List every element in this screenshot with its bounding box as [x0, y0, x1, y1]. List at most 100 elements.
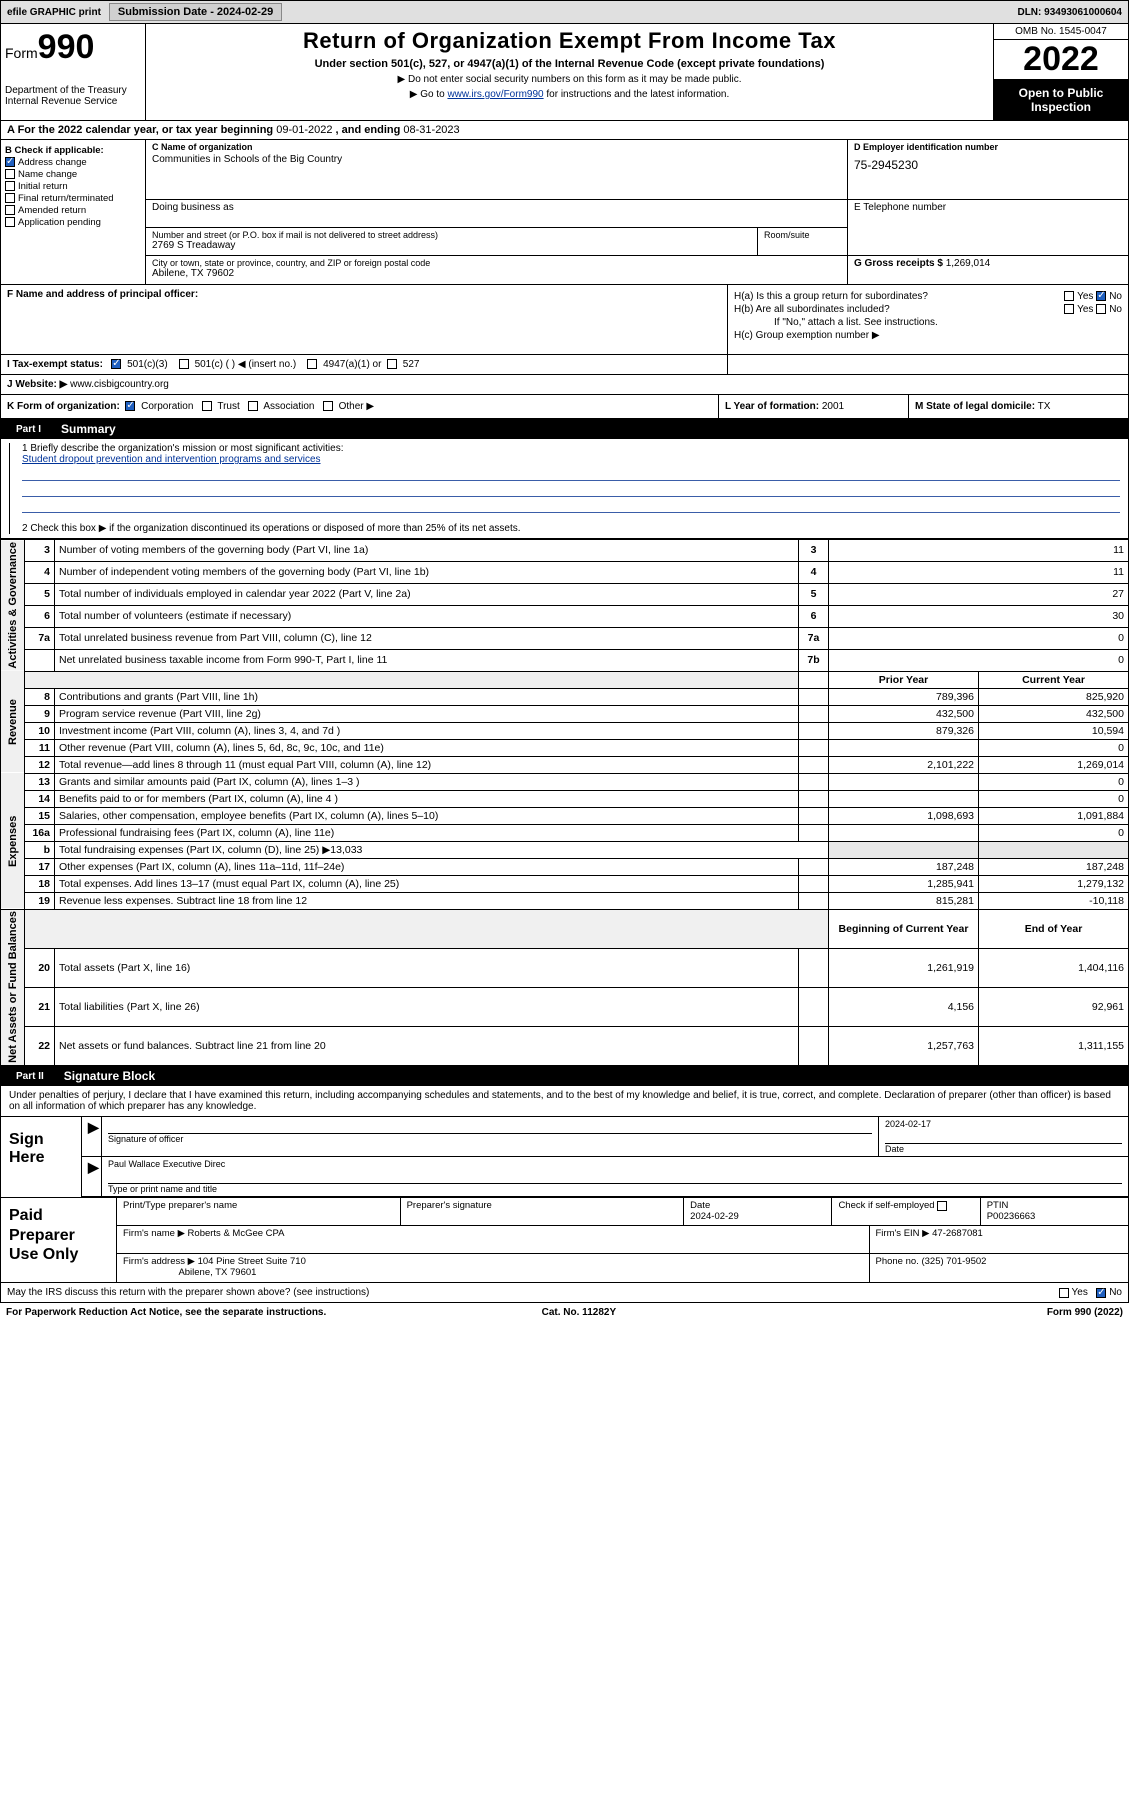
c15: 1,091,884: [979, 807, 1129, 824]
chk-501c3[interactable]: [111, 359, 121, 369]
firm-ein-cell: Firm's EIN ▶ 47-2687081: [869, 1226, 1129, 1253]
bx22: [799, 1027, 829, 1066]
part-1-title: Summary: [61, 422, 116, 436]
b6: 6: [799, 605, 829, 627]
p11: [829, 739, 979, 756]
line1-label: 1 Briefly describe the organization's mi…: [22, 443, 1120, 454]
chk-trust[interactable]: [202, 401, 212, 411]
p8: 789,396: [829, 688, 979, 705]
chk-amended-return[interactable]: [5, 205, 15, 215]
ha-yes-chk[interactable]: [1064, 291, 1074, 301]
paid-right: Print/Type preparer's name Preparer's si…: [116, 1198, 1128, 1282]
discuss-row: May the IRS discuss this return with the…: [0, 1283, 1129, 1303]
row-a-tax-year: A For the 2022 calendar year, or tax yea…: [0, 121, 1129, 140]
chk-address-change[interactable]: [5, 157, 15, 167]
n19: 19: [25, 892, 55, 909]
n8: 8: [25, 688, 55, 705]
lbl-527: 527: [403, 359, 420, 370]
chk-app-pending[interactable]: [5, 217, 15, 227]
sig-officer-label: Signature of officer: [108, 1134, 183, 1144]
discuss-yes-chk[interactable]: [1059, 1288, 1069, 1298]
n5: 5: [25, 583, 55, 605]
org-name-label: C Name of organization: [152, 142, 841, 152]
chk-other[interactable]: [323, 401, 333, 411]
chk-4947[interactable]: [307, 359, 317, 369]
paid-check-cell: Check if self-employed: [831, 1198, 979, 1225]
ptin-lbl: PTIN: [987, 1200, 1009, 1211]
p22: 1,257,763: [829, 1027, 979, 1066]
ha-no-chk[interactable]: [1096, 291, 1106, 301]
lbl-trust: Trust: [217, 401, 239, 412]
print-name-label: Print/Type preparer's name: [116, 1198, 400, 1225]
bx12: [799, 756, 829, 773]
side-governance-stub: [9, 443, 14, 534]
n16a: 16a: [25, 824, 55, 841]
chk-initial-return[interactable]: [5, 181, 15, 191]
k-label: K Form of organization:: [7, 401, 120, 412]
sig-name-title: Paul Wallace Executive Direc: [108, 1159, 1122, 1169]
side-expenses: Expenses: [1, 773, 25, 909]
n17: 17: [25, 858, 55, 875]
chk-527[interactable]: [387, 359, 397, 369]
chk-501c[interactable]: [179, 359, 189, 369]
bx21: [799, 987, 829, 1026]
irs-link[interactable]: www.irs.gov/Form990: [447, 89, 543, 100]
form-title: Return of Organization Exempt From Incom…: [150, 28, 989, 54]
line1-value[interactable]: Student dropout prevention and intervent…: [22, 454, 321, 465]
d7b: Net unrelated business taxable income fr…: [55, 649, 799, 671]
n20: 20: [25, 948, 55, 987]
section-j-website: J Website: ▶ www.cisbigcountry.org: [0, 375, 1129, 395]
l-label: L Year of formation:: [725, 401, 819, 412]
ein-cell: D Employer identification number 75-2945…: [848, 140, 1128, 200]
phone-label: E Telephone number: [854, 202, 1122, 213]
discuss-yes: Yes: [1072, 1287, 1088, 1298]
n7b-blank: [25, 649, 55, 671]
p10: 879,326: [829, 722, 979, 739]
d17: Other expenses (Part IX, column (A), lin…: [55, 858, 799, 875]
n3: 3: [25, 540, 55, 562]
side-revenue: Revenue: [1, 671, 25, 773]
d5: Total number of individuals employed in …: [55, 583, 799, 605]
firm-ein-val: 47-2687081: [932, 1228, 983, 1239]
bx18: [799, 875, 829, 892]
year-formation: L Year of formation: 2001: [718, 395, 908, 418]
chk-self-employed[interactable]: [937, 1201, 947, 1211]
v4: 11: [829, 561, 1129, 583]
submission-date-button[interactable]: Submission Date - 2024-02-29: [109, 3, 282, 21]
paid-date-cell: Date2024-02-29: [683, 1198, 831, 1225]
chk-final-return[interactable]: [5, 193, 15, 203]
col-h-group: H(a) Is this a group return for subordin…: [728, 285, 1128, 354]
d4: Number of independent voting members of …: [55, 561, 799, 583]
bx15: [799, 807, 829, 824]
p12: 2,101,222: [829, 756, 979, 773]
lbl-other: Other ▶: [339, 401, 374, 412]
blank-hdr-2: [25, 909, 829, 948]
col-c-org-info: C Name of organization Communities in Sc…: [146, 140, 848, 284]
c9: 432,500: [979, 705, 1129, 722]
b5: 5: [799, 583, 829, 605]
summary-table: Activities & Governance 3 Number of voti…: [0, 539, 1129, 1066]
d21: Total liabilities (Part X, line 26): [55, 987, 799, 1026]
d13: Grants and similar amounts paid (Part IX…: [55, 773, 799, 790]
discuss-no-chk[interactable]: [1096, 1288, 1106, 1298]
section-i: I Tax-exempt status: 501(c)(3) 501(c) ( …: [0, 355, 1129, 375]
n10: 10: [25, 722, 55, 739]
chk-name-change[interactable]: [5, 169, 15, 179]
lbl-name-change: Name change: [18, 169, 77, 180]
hb-yes-chk[interactable]: [1064, 304, 1074, 314]
chk-corp[interactable]: [125, 401, 135, 411]
hb-no-chk[interactable]: [1096, 304, 1106, 314]
d12: Total revenue—add lines 8 through 11 (mu…: [55, 756, 799, 773]
lbl-501c3: 501(c)(3): [127, 359, 168, 370]
row-a-begin: 09-01-2022: [276, 124, 332, 136]
form-subtitle-1: Under section 501(c), 527, or 4947(a)(1)…: [150, 58, 989, 70]
uline2: [22, 483, 1120, 497]
ha-label: H(a) Is this a group return for subordin…: [734, 291, 954, 302]
side-governance: Activities & Governance: [1, 540, 25, 672]
bx20: [799, 948, 829, 987]
blank-box: [799, 671, 829, 688]
section-fh: F Name and address of principal officer:…: [0, 285, 1129, 355]
efile-topbar: efile GRAPHIC print Submission Date - 20…: [0, 0, 1129, 24]
form-990: 990: [38, 28, 95, 66]
chk-assoc[interactable]: [248, 401, 258, 411]
